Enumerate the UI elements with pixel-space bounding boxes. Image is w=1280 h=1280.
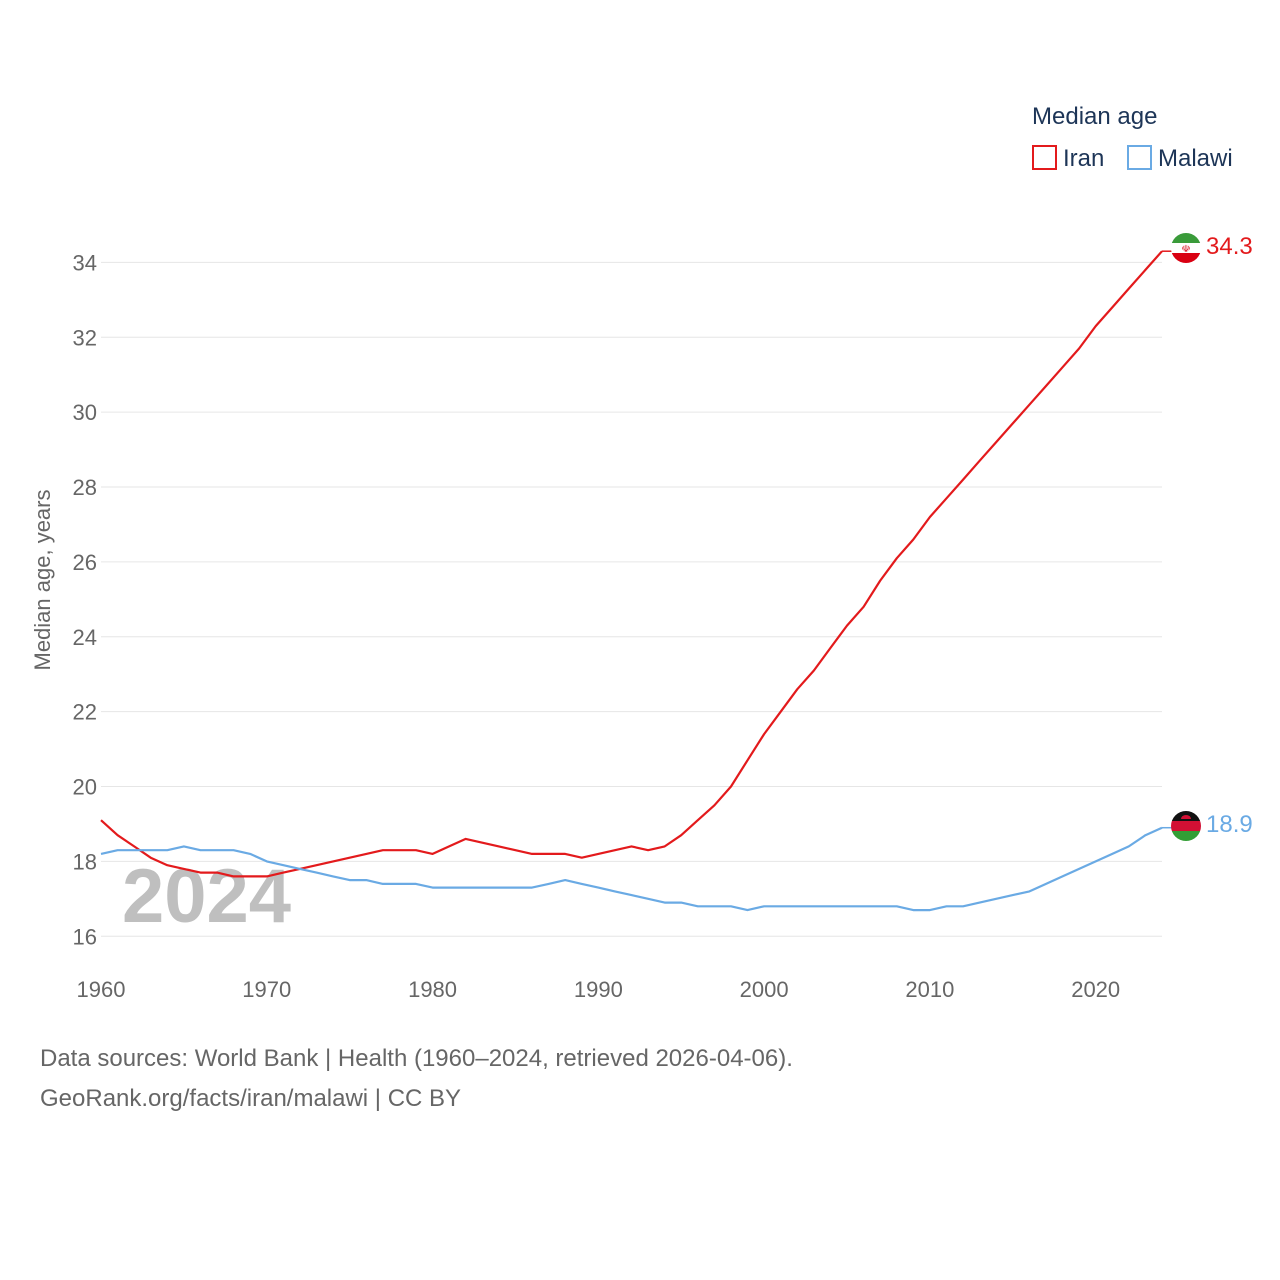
series-lines: [100, 250, 1172, 912]
y-tick-label: 18: [73, 849, 97, 874]
x-tick-label: 2010: [905, 977, 954, 1002]
y-tick-label: 26: [73, 550, 97, 575]
source-line-2: GeoRank.org/facts/iran/malawi | CC BY: [40, 1085, 462, 1112]
y-tick-label: 20: [73, 775, 97, 800]
series-line-malawi[interactable]: [100, 826, 1163, 912]
x-tick-label: 1990: [574, 977, 623, 1002]
y-tick-label: 32: [73, 325, 97, 350]
x-tick-label: 2000: [740, 977, 789, 1002]
legend[interactable]: Median age Iran Malawi: [1032, 103, 1233, 172]
y-tick-label: 34: [73, 250, 97, 275]
svg-text:☫: ☫: [1182, 244, 1191, 255]
gridlines: [101, 261, 1162, 937]
legend-title: Median age: [1032, 103, 1157, 130]
x-tick-label: 2020: [1071, 977, 1120, 1002]
malawi-flag-icon: [1171, 811, 1201, 841]
legend-swatch-malawi[interactable]: [1127, 145, 1152, 170]
iran-flag-icon: ☫: [1171, 233, 1201, 263]
y-tick-label: 22: [73, 700, 97, 725]
y-tick-label: 24: [73, 625, 97, 650]
y-axis-ticks: 16 18 20 22 24 26 28 30 32 34: [73, 250, 97, 949]
x-tick-label: 1970: [242, 977, 291, 1002]
legend-swatch-iran[interactable]: [1032, 145, 1057, 170]
y-tick-label: 16: [73, 924, 97, 949]
y-axis-label: Median age, years: [30, 490, 55, 671]
iran-end-label: 34.3: [1206, 233, 1253, 260]
legend-label-iran[interactable]: Iran: [1063, 145, 1104, 172]
x-tick-label: 1980: [408, 977, 457, 1002]
series-line-iran[interactable]: [100, 250, 1163, 878]
x-tick-label: 1960: [77, 977, 126, 1002]
y-tick-label: 28: [73, 475, 97, 500]
year-watermark: 2024: [122, 854, 291, 939]
malawi-end-label: 18.9: [1206, 811, 1253, 838]
legend-label-malawi[interactable]: Malawi: [1158, 145, 1233, 172]
source-line-1: Data sources: World Bank | Health (1960–…: [40, 1045, 793, 1072]
y-tick-label: 30: [73, 400, 97, 425]
x-axis-ticks: 1960 1970 1980 1990 2000 2010 2020: [77, 977, 1121, 1002]
